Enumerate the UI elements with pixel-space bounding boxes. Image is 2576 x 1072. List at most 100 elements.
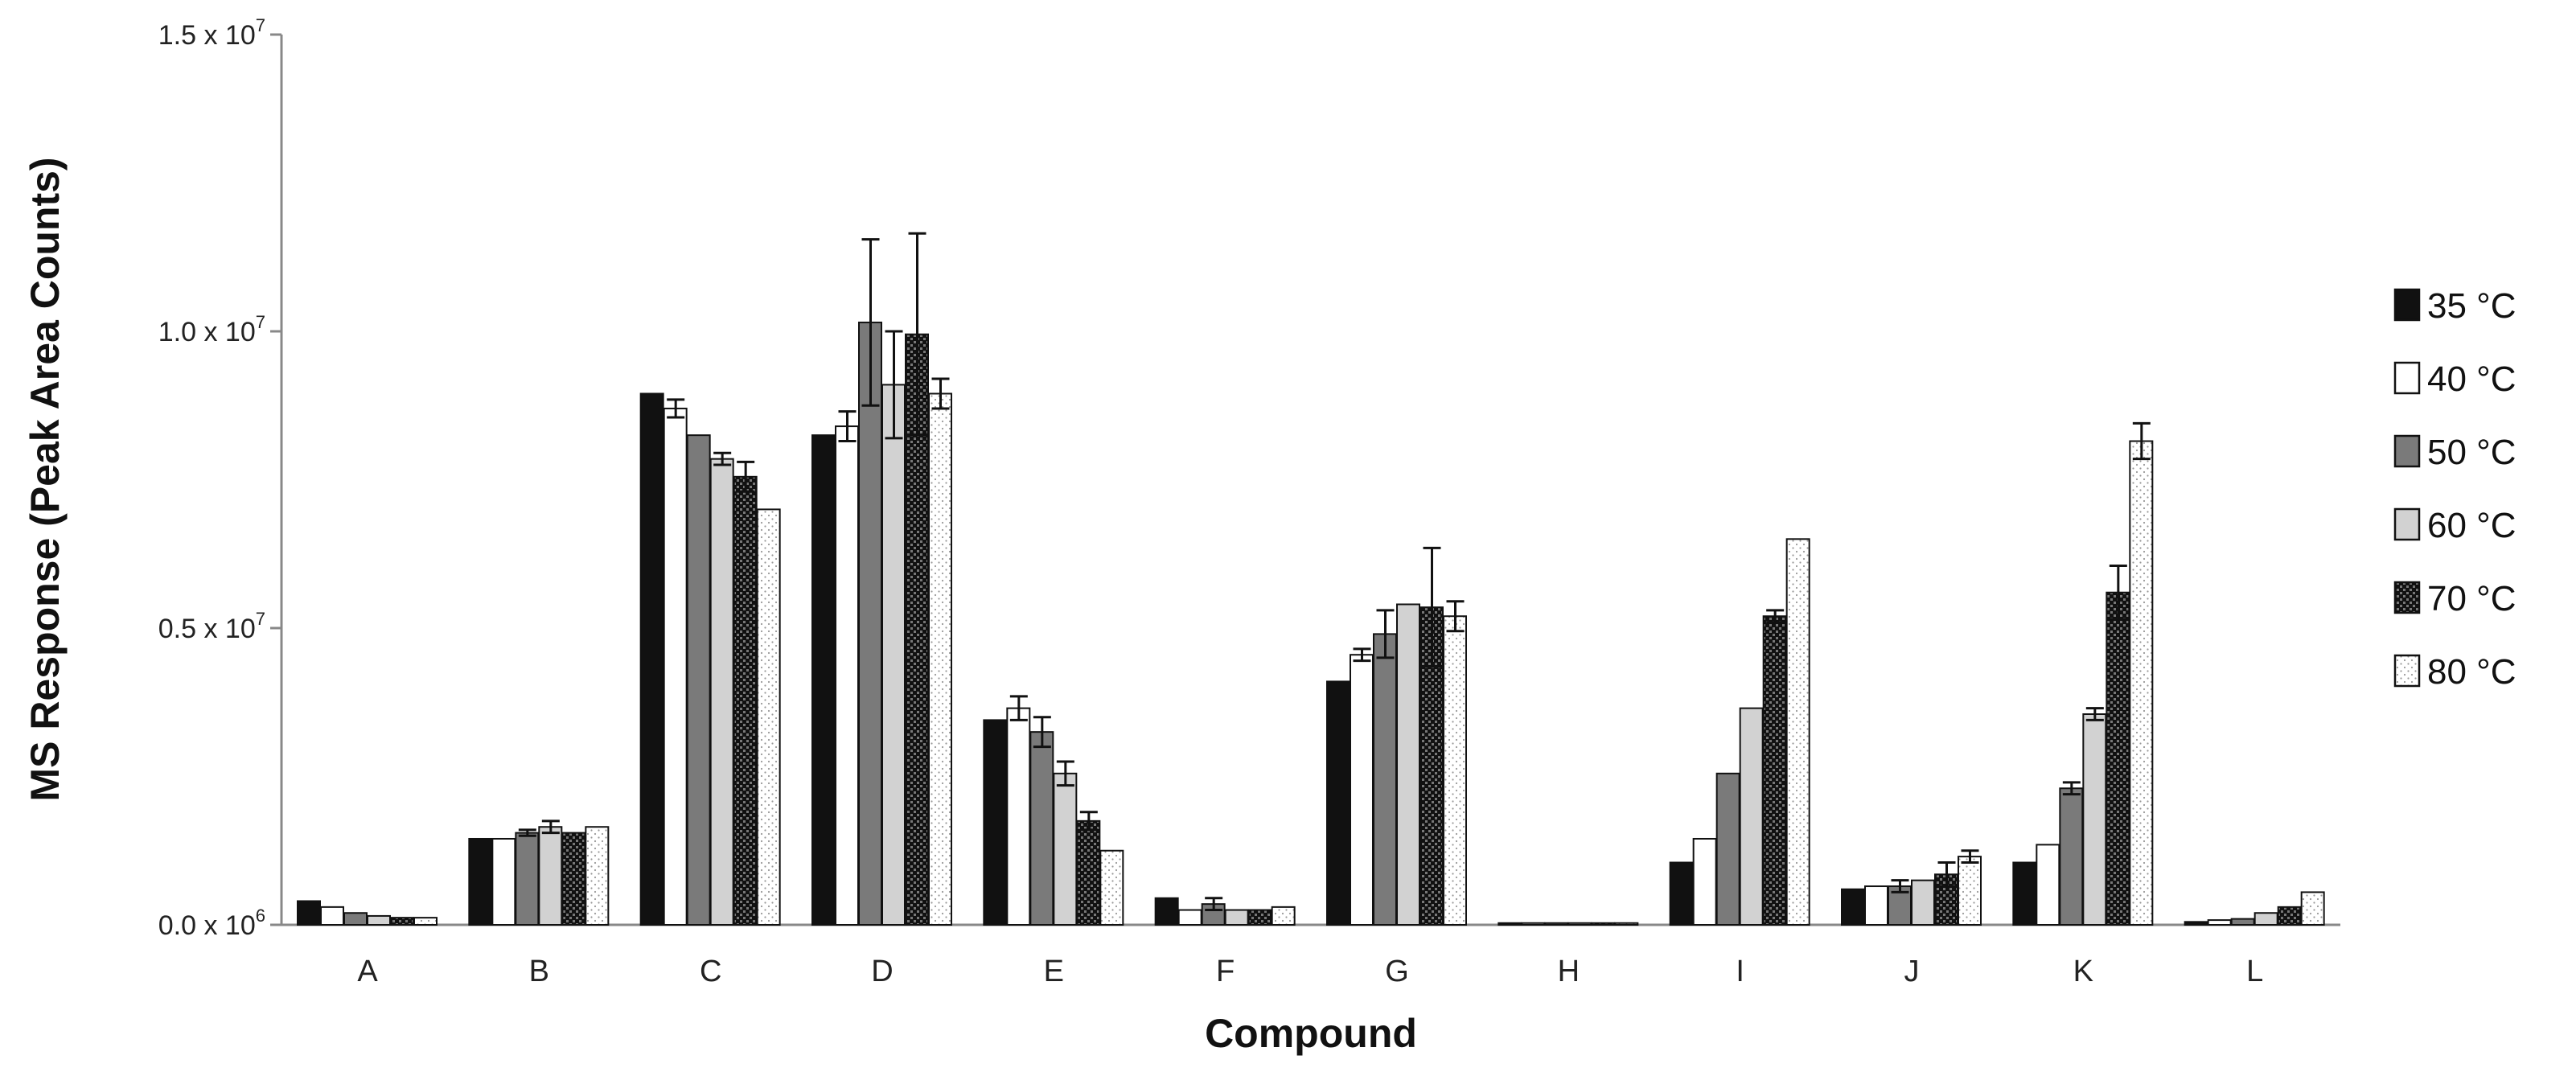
x-tick-label: B <box>529 955 549 988</box>
bar-B-70 <box>561 832 586 926</box>
y-tick-mantissa: 1.5 x 10 <box>158 20 256 51</box>
legend-label: 40 °C <box>2427 359 2516 399</box>
legend-swatch <box>2393 581 2421 614</box>
y-tick-label: 1.5 x 107 <box>158 15 265 51</box>
x-tick-label: F <box>1216 955 1235 988</box>
bar-I-35 <box>1669 861 1694 926</box>
bar-G-35 <box>1326 680 1350 926</box>
bar-K-35 <box>2012 861 2037 926</box>
bar-B-35 <box>468 837 493 926</box>
y-axis-title: MS Response (Peak Area Counts) <box>23 157 68 801</box>
bar-I-50 <box>1715 772 1740 926</box>
bar-G-40 <box>1350 654 1374 926</box>
bar-E-50 <box>1029 731 1054 926</box>
bar-D-80 <box>928 392 952 926</box>
y-tick-mantissa: 1.0 x 10 <box>158 317 256 347</box>
bar-L-60 <box>2253 912 2278 926</box>
bar-D-50 <box>858 321 882 926</box>
bar-E-80 <box>1099 849 1124 926</box>
bar-C-80 <box>756 508 781 926</box>
bar-C-50 <box>686 434 711 926</box>
bar-H-70 <box>1591 922 1616 926</box>
bar-F-70 <box>1247 909 1272 926</box>
x-axis-tick-labels: A B C D E F G H I J K L <box>357 955 2263 988</box>
x-axis-title: Compound <box>1205 1011 1417 1056</box>
bar-L-50 <box>2230 918 2255 926</box>
bar-F-40 <box>1177 909 1202 926</box>
bar-E-70 <box>1076 819 1101 926</box>
bar-A-70 <box>390 917 414 926</box>
bar-G-60 <box>1396 603 1420 926</box>
bar-C-60 <box>709 458 734 926</box>
bar-I-60 <box>1739 707 1764 926</box>
bars <box>297 321 2325 926</box>
bar-D-60 <box>881 384 906 926</box>
bar-B-40 <box>491 837 516 926</box>
legend-label: 80 °C <box>2427 652 2516 692</box>
y-tick-label: 1.0 x 107 <box>158 312 265 347</box>
legend-label: 60 °C <box>2427 506 2516 545</box>
y-tick-label: 0.5 x 107 <box>158 609 265 644</box>
bar-J-35 <box>1841 888 1865 926</box>
legend: 35 °C 40 °C 50 °C 60 °C 70 °C 80 °C <box>2393 286 2516 692</box>
bar-I-40 <box>1692 837 1717 926</box>
bar-D-35 <box>811 434 836 926</box>
legend-swatch <box>2393 288 2421 322</box>
x-tick-label: L <box>2246 955 2263 988</box>
bar-J-40 <box>1864 885 1888 926</box>
bar-K-40 <box>2036 844 2060 926</box>
bar-A-50 <box>343 912 368 926</box>
bar-I-70 <box>1762 615 1787 926</box>
bar-B-60 <box>538 826 563 926</box>
bar-A-40 <box>320 906 344 926</box>
legend-swatch <box>2393 507 2421 541</box>
legend-swatch <box>2393 434 2421 468</box>
bar-E-60 <box>1053 772 1078 926</box>
legend-label: 50 °C <box>2427 433 2516 472</box>
bar-D-40 <box>835 425 859 926</box>
bar-I-80 <box>1785 538 1810 926</box>
bar-K-50 <box>2059 787 2084 926</box>
bar-K-80 <box>2129 440 2154 926</box>
bar-C-70 <box>733 475 758 926</box>
x-tick-label: J <box>1904 955 1920 988</box>
error-bars <box>518 232 2151 912</box>
y-tick-label: 0.0 x 106 <box>158 906 265 941</box>
bar-G-50 <box>1373 633 1397 926</box>
bar-E-40 <box>1006 707 1031 926</box>
x-tick-label: H <box>1558 955 1580 988</box>
legend-label: 35 °C <box>2427 286 2516 326</box>
bar-H-80 <box>1614 922 1639 926</box>
legend-swatch <box>2393 654 2421 688</box>
x-tick-label: I <box>1736 955 1744 988</box>
bar-H-50 <box>1544 922 1569 926</box>
x-tick-label: K <box>2073 955 2093 988</box>
x-tick-label: C <box>700 955 721 988</box>
bar-L-35 <box>2184 921 2208 926</box>
bar-A-35 <box>297 900 321 926</box>
bar-J-60 <box>1911 879 1935 926</box>
bar-F-35 <box>1154 897 1179 926</box>
bar-B-50 <box>515 832 540 926</box>
bar-C-35 <box>639 392 664 926</box>
y-tick-mantissa: 0.5 x 10 <box>158 614 256 644</box>
y-tick-exponent: 7 <box>256 609 265 629</box>
y-tick-mantissa: 0.0 x 10 <box>158 910 256 941</box>
bar-K-60 <box>2082 713 2107 926</box>
bar-J-80 <box>1958 856 1982 926</box>
bar-L-70 <box>2277 906 2302 926</box>
bar-H-35 <box>1498 922 1522 926</box>
bar-F-60 <box>1224 909 1249 926</box>
x-tick-label: A <box>357 955 378 988</box>
y-tick-exponent: 7 <box>256 312 265 332</box>
bar-A-80 <box>413 917 438 926</box>
bar-F-80 <box>1271 906 1296 926</box>
legend-swatch <box>2393 361 2421 395</box>
y-tick-exponent: 7 <box>256 15 265 35</box>
bar-L-40 <box>2207 919 2232 926</box>
y-tick-exponent: 6 <box>256 906 265 926</box>
bar-H-60 <box>1567 922 1592 926</box>
bar-L-80 <box>2300 891 2325 926</box>
